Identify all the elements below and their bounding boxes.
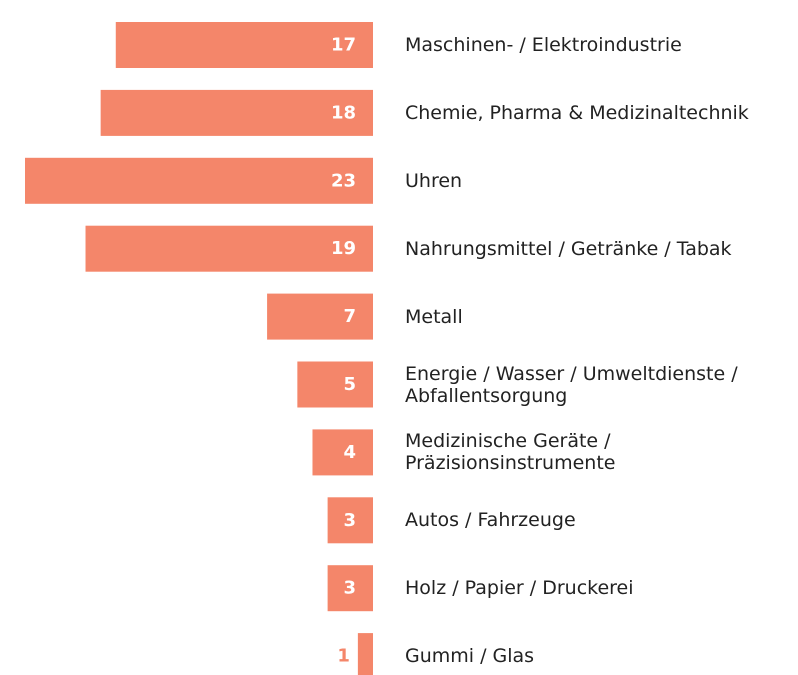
- value-label: 23: [331, 170, 356, 191]
- value-label: 18: [331, 102, 356, 123]
- category-label: Maschinen- / Elektroindustrie: [405, 34, 682, 56]
- bar: [267, 293, 373, 340]
- category-label: Autos / Fahrzeuge: [405, 509, 576, 532]
- category-label: Holz / Papier / Druckerei: [405, 577, 634, 600]
- value-label: 19: [331, 238, 356, 259]
- category-label: Metall: [405, 305, 463, 328]
- value-label: 3: [343, 510, 356, 531]
- bar: [85, 225, 374, 272]
- value-label: 7: [343, 306, 356, 327]
- bar: [115, 22, 374, 68]
- category-label: Uhren: [405, 169, 463, 192]
- category-label: Chemie, Pharma & Medizinaltechnik: [405, 101, 749, 124]
- bar: [327, 497, 373, 544]
- value-label: 4: [343, 442, 356, 463]
- bar: [100, 89, 374, 136]
- value-label: 3: [343, 578, 356, 599]
- category-label: Nahrungsmittel / Getränke / Tabak: [405, 237, 732, 260]
- bar: [297, 361, 373, 408]
- category-label: Medizinische Geräte / Präzisionsinstrume…: [405, 430, 616, 475]
- value-label: 5: [343, 374, 356, 395]
- bar: [357, 633, 373, 675]
- bar: [25, 157, 373, 204]
- bar: [327, 565, 373, 612]
- category-label: Energie / Wasser / Umweltdienste / Abfal…: [405, 362, 738, 407]
- value-label: 17: [331, 35, 356, 56]
- bar: [312, 429, 373, 476]
- category-label: Gummi / Glas: [405, 645, 535, 668]
- value-label: 1: [337, 646, 350, 667]
